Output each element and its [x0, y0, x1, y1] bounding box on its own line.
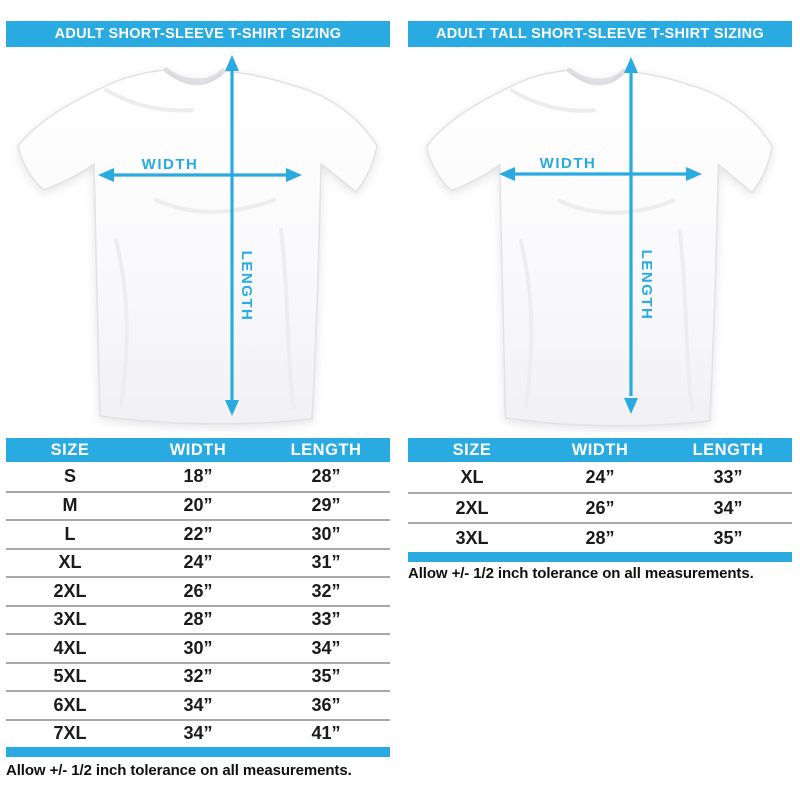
- table-cell: 41”: [311, 723, 341, 744]
- header-cell-length: LENGTH: [290, 440, 362, 459]
- table-cell: S: [63, 465, 76, 486]
- tshirt-diagram: WIDTH LENGTH: [408, 50, 792, 432]
- size-table-header: SIZE WIDTH LENGTH: [6, 438, 390, 462]
- table-cell: L: [64, 523, 76, 544]
- table-cell: 2XL: [455, 497, 489, 518]
- table-cell: 34”: [311, 637, 341, 658]
- table-cell: 33”: [311, 609, 341, 630]
- table-cell: 35”: [311, 666, 341, 687]
- table-cell: 34”: [183, 723, 213, 744]
- arrow-left-icon: [499, 167, 515, 181]
- table-cell: 28”: [183, 609, 213, 630]
- panel-adult-regular: ADULT SHORT-SLEEVE T-SHIRT SIZING: [6, 21, 390, 800]
- tshirt-diagram: WIDTH LENGTH: [6, 50, 390, 432]
- table-row: 5XL 32” 35”: [6, 661, 390, 691]
- table-cell: 5XL: [53, 666, 87, 687]
- table-cell: 36”: [311, 694, 341, 715]
- header-cell-width: WIDTH: [571, 440, 629, 459]
- table-cell: 35”: [713, 527, 743, 548]
- table-row: 4XL 30” 34”: [6, 633, 390, 662]
- arrow-right-icon: [286, 168, 302, 182]
- table-footer-bar: [6, 747, 390, 757]
- panel-title: ADULT SHORT-SLEEVE T-SHIRT SIZING: [54, 26, 342, 42]
- panel-title: ADULT TALL SHORT-SLEEVE T-SHIRT SIZING: [436, 26, 764, 42]
- panel-title-banner: ADULT TALL SHORT-SLEEVE T-SHIRT SIZING: [408, 21, 792, 47]
- table-cell: 33”: [713, 466, 743, 487]
- tshirt-diagram-svg: WIDTH LENGTH: [425, 57, 774, 427]
- width-label: WIDTH: [540, 155, 597, 172]
- header-cell-length: LENGTH: [692, 440, 764, 459]
- table-cell: M: [62, 495, 78, 516]
- table-cell: 29”: [311, 495, 341, 516]
- size-table-header: SIZE WIDTH LENGTH: [408, 438, 792, 462]
- arrow-up-icon: [624, 57, 638, 73]
- table-row: 2XL 26” 32”: [6, 576, 390, 605]
- table-footer-bar: [408, 552, 792, 562]
- table-cell: 30”: [183, 637, 213, 658]
- table-cell: 34”: [183, 694, 213, 715]
- table-cell: 30”: [311, 523, 341, 544]
- length-label: LENGTH: [238, 251, 255, 322]
- table-cell: 32”: [311, 580, 341, 601]
- table-cell: 4XL: [53, 637, 87, 658]
- table-cell: 24”: [183, 552, 213, 573]
- table-cell: 2XL: [53, 580, 87, 601]
- table-row: 7XL 34” 41”: [6, 718, 390, 748]
- width-label: WIDTH: [142, 156, 199, 173]
- size-table-body: S 18” 28” M 20” 29” L 22” 30” XL 24” 31” 2XL 26” 32” 3X…: [6, 462, 390, 747]
- table-cell: 26”: [585, 497, 615, 518]
- width-arrow: [499, 167, 702, 181]
- table-cell: 6XL: [53, 694, 87, 715]
- table-cell: 3XL: [53, 609, 87, 630]
- table-cell: 3XL: [455, 527, 489, 548]
- arrow-up-icon: [225, 55, 239, 71]
- panel-title-banner: ADULT SHORT-SLEEVE T-SHIRT SIZING: [6, 21, 390, 47]
- header-cell-size: SIZE: [452, 440, 492, 459]
- table-cell: 24”: [585, 466, 615, 487]
- tolerance-note: Allow +/- 1/2 inch tolerance on all meas…: [6, 762, 352, 779]
- table-cell: XL: [460, 466, 484, 487]
- table-row: S 18” 28”: [6, 462, 390, 491]
- tshirt-graphic: [425, 67, 774, 427]
- table-cell: 32”: [183, 666, 213, 687]
- table-row: 6XL 34” 36”: [6, 690, 390, 719]
- table-row: M 20” 29”: [6, 490, 390, 520]
- table-cell: 31”: [311, 552, 341, 573]
- arrow-down-icon: [225, 400, 239, 416]
- table-row: 3XL 28” 33”: [6, 604, 390, 634]
- length-label: LENGTH: [638, 250, 655, 321]
- table-row: L 22” 30”: [6, 519, 390, 548]
- tshirt-diagram-svg: WIDTH LENGTH: [17, 55, 378, 425]
- header-cell-width: WIDTH: [169, 440, 227, 459]
- panel-adult-tall: ADULT TALL SHORT-SLEEVE T-SHIRT SIZING: [408, 21, 792, 800]
- arrow-down-icon: [624, 398, 638, 414]
- table-cell: XL: [58, 552, 82, 573]
- table-cell: 28”: [585, 527, 615, 548]
- tshirt-graphic: [17, 67, 378, 425]
- header-cell-size: SIZE: [50, 440, 90, 459]
- table-cell: 20”: [183, 495, 213, 516]
- width-arrow: [98, 168, 302, 182]
- arrow-left-icon: [98, 168, 114, 182]
- arrow-right-icon: [686, 167, 702, 181]
- table-row: XL 24” 31”: [6, 547, 390, 577]
- table-row: 3XL 28” 35”: [408, 522, 792, 552]
- tolerance-note: Allow +/- 1/2 inch tolerance on all meas…: [408, 565, 754, 582]
- table-cell: 26”: [183, 580, 213, 601]
- table-cell: 22”: [183, 523, 213, 544]
- table-row: XL 24” 33”: [408, 462, 792, 492]
- table-cell: 18”: [183, 465, 213, 486]
- table-cell: 7XL: [53, 723, 87, 744]
- table-row: 2XL 26” 34”: [408, 492, 792, 522]
- table-cell: 34”: [713, 497, 743, 518]
- table-cell: 28”: [311, 465, 341, 486]
- length-arrow: [225, 55, 239, 416]
- length-arrow: [624, 57, 638, 414]
- size-table-body: XL 24” 33” 2XL 26” 34” 3XL 28” 35”: [408, 462, 792, 552]
